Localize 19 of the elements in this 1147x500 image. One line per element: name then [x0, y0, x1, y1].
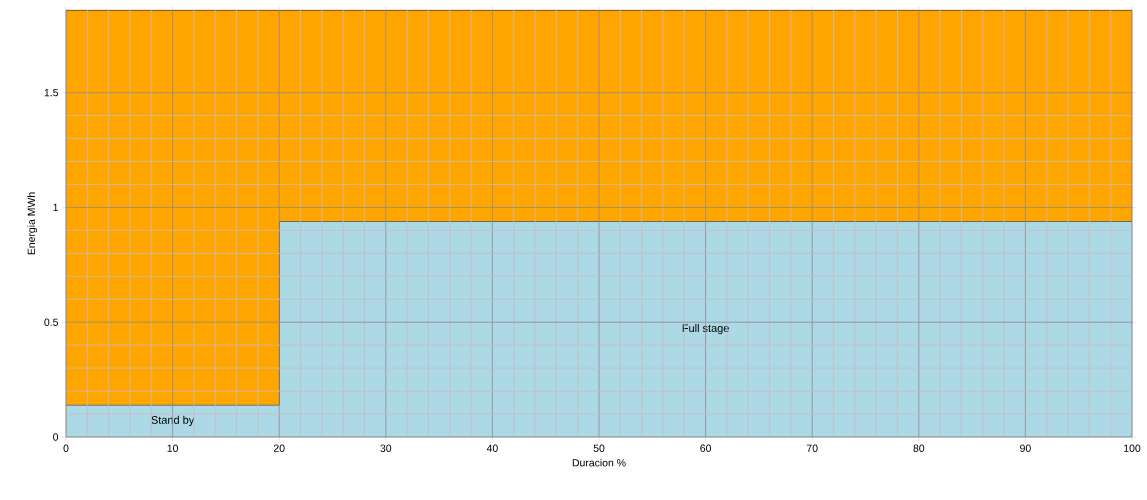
x-axis-title: Duracion %: [572, 458, 626, 467]
x-tick-label: 10: [167, 444, 179, 452]
x-tick-label: 50: [593, 444, 605, 452]
x-tick-label: 60: [700, 444, 712, 452]
x-tick-label: 90: [1020, 444, 1031, 452]
y-tick-label: 1: [53, 203, 58, 212]
x-tick-label: 100: [1124, 444, 1141, 452]
annotation: Full stage: [682, 324, 729, 335]
annotation: Stand by: [151, 415, 195, 427]
x-tick-label: 30: [380, 444, 392, 452]
x-tick-label: 40: [486, 444, 498, 452]
x-tick-label: 20: [273, 444, 285, 452]
x-tick-label: 80: [913, 444, 925, 452]
y-axis-title: Energia MWh: [27, 192, 38, 255]
y-tick-label: 1.5: [44, 89, 59, 97]
y-tick-label: 0.5: [44, 318, 59, 326]
y-tick-label: 0: [53, 433, 59, 441]
x-tick-label: 70: [806, 444, 818, 452]
x-tick-label: 0: [63, 444, 69, 452]
